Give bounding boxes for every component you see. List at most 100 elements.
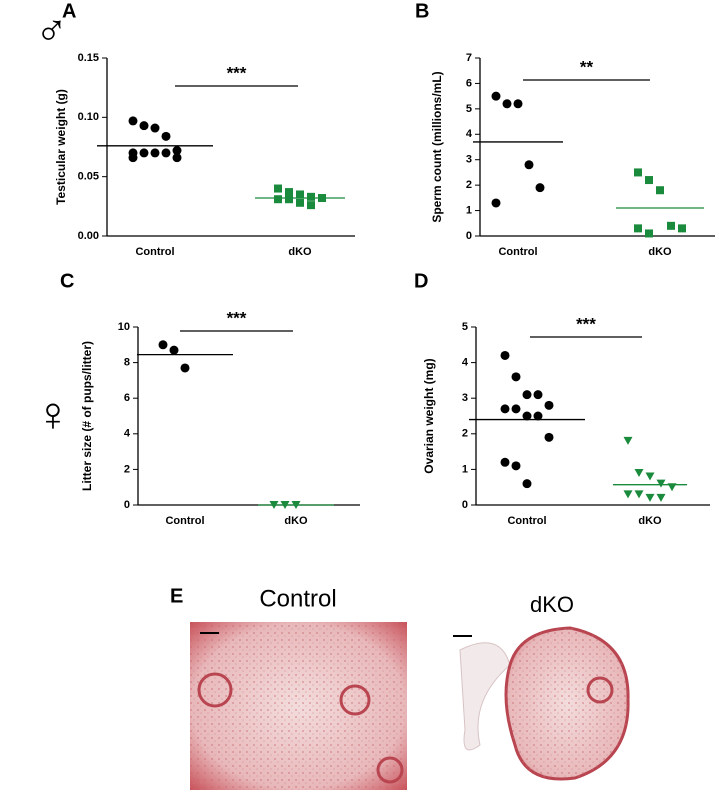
- y-tick-label: 0.10: [78, 111, 99, 123]
- data-point: [634, 468, 644, 477]
- y-tick-label: 1: [466, 204, 472, 216]
- data-point: [522, 390, 532, 400]
- panel-letter: E: [170, 585, 183, 607]
- x-tick-label: Control: [498, 246, 537, 258]
- data-point: [291, 501, 301, 509]
- data-point: [150, 123, 160, 133]
- data-point: [274, 184, 282, 193]
- data-point: [522, 479, 532, 489]
- data-point: [280, 501, 290, 509]
- y-tick-label: 5: [462, 321, 468, 333]
- y-tick-label: 8: [124, 357, 130, 369]
- x-tick-label: dKO: [638, 515, 662, 527]
- significance-label: ***: [227, 63, 247, 82]
- panel-letter: D: [414, 270, 428, 292]
- male-symbol: ♂: [35, 5, 68, 54]
- data-point: [172, 153, 182, 163]
- x-tick-label: Control: [165, 515, 204, 527]
- data-point: [491, 198, 501, 208]
- x-tick-label: Control: [135, 246, 174, 258]
- y-axis-label: Ovarian weight (mg): [422, 358, 436, 473]
- y-tick-label: 0: [466, 230, 472, 242]
- data-point: [634, 168, 642, 177]
- data-point: [511, 372, 521, 382]
- chart: A 0.00 0.05 0.10 0.15 Testicular weight (g) Co…: [54, 0, 355, 258]
- y-tick-label: 2: [124, 463, 130, 475]
- female-symbol: ♀: [35, 389, 71, 442]
- y-tick-label: 0: [124, 499, 130, 511]
- significance-label: **: [580, 57, 594, 76]
- data-point: [307, 201, 315, 210]
- y-tick-label: 3: [466, 154, 472, 166]
- data-point: [161, 131, 171, 141]
- y-tick-label: 3: [462, 392, 468, 404]
- data-point: [645, 493, 655, 502]
- data-point: [502, 99, 512, 109]
- y-tick-label: 2: [462, 428, 468, 440]
- data-point: [667, 483, 677, 492]
- chart: C 0 2 4 6 8 10 Litter size (# of pups/litter) Co…: [60, 270, 360, 527]
- data-point: [318, 194, 326, 203]
- data-point: [285, 188, 293, 197]
- data-point: [535, 183, 545, 193]
- data-point: [623, 436, 633, 445]
- data-point: [524, 160, 534, 170]
- image-caption: dKO: [530, 592, 574, 617]
- data-point: [645, 229, 653, 238]
- chart: D 0 1 2 3 4 5 Ovarian weight (mg) Control dKO ***: [414, 270, 710, 527]
- y-tick-label: 6: [466, 77, 472, 89]
- data-point: [307, 192, 315, 201]
- data-point: [533, 390, 543, 400]
- data-point: [296, 190, 304, 199]
- y-axis-label: Sperm count (millions/mL): [430, 71, 444, 222]
- y-tick-label: 2: [466, 179, 472, 191]
- data-point: [139, 148, 149, 158]
- histology-image: [190, 622, 407, 790]
- data-point: [296, 198, 304, 207]
- y-tick-label: 5: [466, 103, 472, 115]
- y-axis-label: Litter size (# of pups/litter): [80, 341, 94, 491]
- x-tick-label: dKO: [284, 515, 308, 527]
- data-point: [180, 363, 190, 373]
- histology-image: [443, 623, 636, 790]
- data-point: [500, 404, 510, 414]
- data-point: [634, 224, 642, 233]
- data-point: [522, 411, 532, 421]
- data-point: [500, 457, 510, 467]
- data-point: [285, 195, 293, 204]
- data-point: [158, 340, 168, 350]
- x-tick-label: dKO: [648, 246, 672, 258]
- data-point: [656, 186, 664, 195]
- panel-letter: C: [60, 270, 74, 292]
- image-caption: Control: [259, 585, 336, 612]
- data-point: [533, 411, 543, 421]
- y-tick-label: 1: [462, 463, 468, 475]
- data-point: [500, 350, 510, 360]
- data-point: [150, 148, 160, 158]
- data-point: [623, 490, 633, 499]
- data-point: [128, 153, 138, 163]
- data-point: [656, 493, 666, 502]
- significance-label: ***: [227, 308, 247, 327]
- data-point: [678, 224, 686, 233]
- data-point: [656, 479, 666, 488]
- data-point: [139, 121, 149, 131]
- data-point: [491, 91, 501, 101]
- significance-label: ***: [576, 314, 596, 333]
- data-point: [172, 146, 182, 156]
- data-point: [645, 472, 655, 481]
- data-point: [667, 221, 675, 230]
- y-tick-label: 4: [466, 128, 473, 140]
- y-tick-label: 0.05: [78, 171, 99, 183]
- data-point: [128, 116, 138, 126]
- data-point: [274, 195, 282, 204]
- panel-letter: A: [62, 0, 76, 22]
- chart: B 0 1 2 3 4 5 6 7 Sperm count (millions/mL) Contro…: [415, 0, 715, 258]
- data-point: [645, 176, 653, 185]
- y-tick-label: 6: [124, 392, 130, 404]
- data-point: [511, 404, 521, 414]
- data-point: [634, 490, 644, 499]
- data-point: [169, 345, 179, 355]
- y-tick-label: 0.00: [78, 230, 99, 242]
